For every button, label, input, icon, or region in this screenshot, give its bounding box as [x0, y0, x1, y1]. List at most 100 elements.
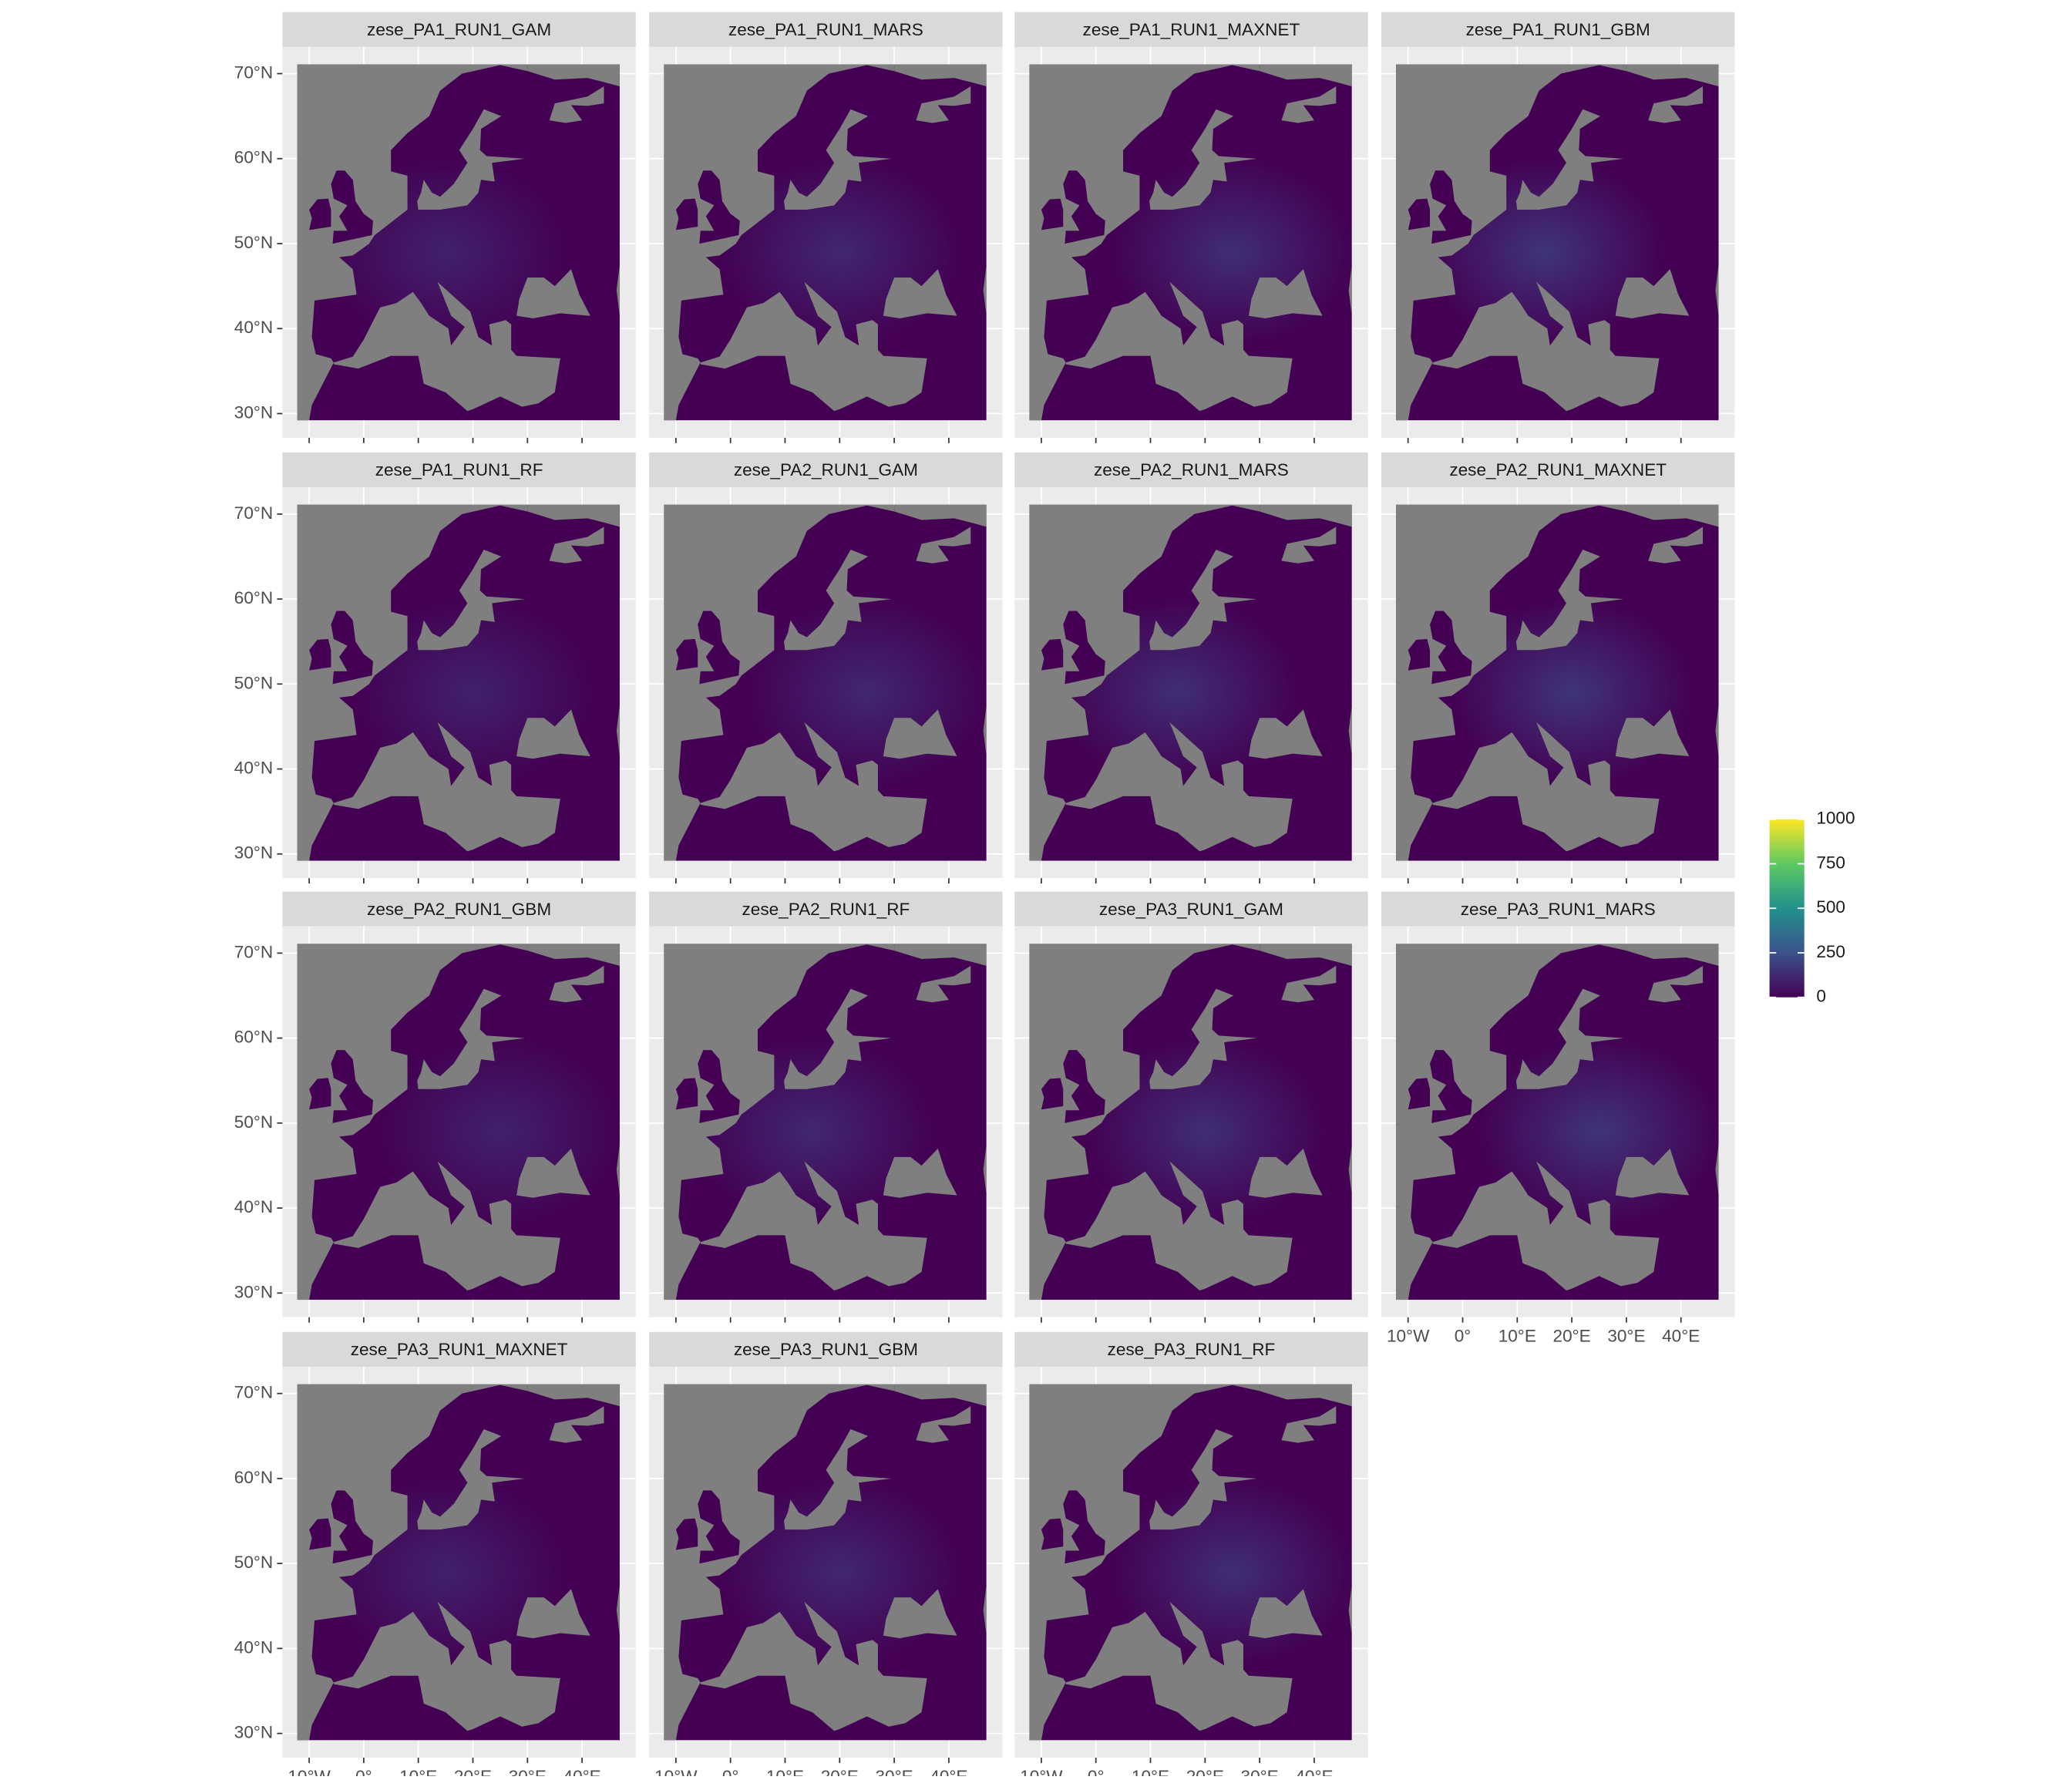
y-tick-label: 50°N: [234, 1112, 273, 1132]
land: [675, 1078, 698, 1110]
sea: [1515, 550, 1624, 651]
land: [1408, 638, 1431, 671]
sea: [1648, 86, 1704, 123]
sea: [916, 86, 971, 123]
sea: [784, 109, 892, 210]
y-tick-label: 70°N: [234, 1383, 273, 1402]
strip: [1014, 452, 1368, 488]
facet-panel: zese_PA1_RUN1_GAM 30°N 40°N 50°N 60°N 70°N: [234, 12, 636, 443]
y-tick-label: 60°N: [234, 1028, 273, 1047]
sea: [527, 504, 620, 527]
x-tick-label: 10°W: [1020, 1767, 1063, 1776]
map: [664, 1384, 987, 1741]
legend-label: 1000: [1816, 809, 1855, 828]
land: [1041, 1078, 1064, 1110]
land: [309, 198, 331, 230]
legend-label: 500: [1816, 897, 1845, 917]
sea: [549, 1406, 604, 1443]
facet-panel: zese_PA2_RUN1_GAM: [649, 452, 1003, 884]
facet-panel: zese_PA3_RUN1_GBM 10°W 0° 10°E 20°E 30°E 40°E: [649, 1331, 1003, 1780]
sea: [1248, 1148, 1323, 1198]
facet-panel: zese_PA2_RUN1_MARS: [1014, 452, 1368, 884]
strip: [1381, 12, 1735, 47]
sea: [1149, 109, 1257, 210]
sea: [1348, 1584, 1352, 1636]
facet-panel: zese_PA1_RUN1_RF 30°N 40°N 50°N 60°N 70°N: [234, 452, 636, 884]
facet-panel: zese_PA3_RUN1_GAM: [1014, 891, 1368, 1323]
strip-title: zese_PA2_RUN1_RF: [742, 900, 910, 919]
sea: [1515, 109, 1624, 210]
sea: [664, 504, 895, 861]
strip: [282, 1331, 636, 1367]
sea: [1248, 1589, 1323, 1639]
x-tick-label: 20°E: [821, 1767, 859, 1776]
sea: [883, 1148, 957, 1198]
y-tick-label: 50°N: [234, 673, 273, 692]
sea: [549, 527, 604, 564]
sea: [417, 1428, 525, 1530]
sea: [883, 1589, 957, 1639]
x-tick-label: 10°W: [288, 1767, 331, 1776]
strip: [649, 452, 1003, 488]
x-tick-label: 40°E: [563, 1767, 601, 1776]
legend-label: 750: [1816, 853, 1845, 872]
sea: [333, 722, 560, 852]
x-tick-label: 0°: [355, 1767, 372, 1776]
sea: [1396, 504, 1626, 861]
sea: [894, 944, 987, 966]
sea: [1348, 264, 1352, 316]
land: [1408, 1078, 1431, 1110]
map: [1029, 1384, 1352, 1741]
sea: [983, 1584, 987, 1636]
strip-title: zese_PA3_RUN1_RF: [1108, 1340, 1276, 1359]
sea: [1281, 965, 1337, 1003]
x-tick-label: 20°E: [1553, 1327, 1591, 1346]
map: [297, 944, 620, 1301]
land: [1430, 1050, 1472, 1123]
sea: [1626, 944, 1719, 966]
land: [309, 1078, 331, 1110]
sea: [1626, 504, 1719, 527]
x-tick-label: 10°E: [1132, 1767, 1169, 1776]
sea: [516, 1589, 590, 1639]
land: [1063, 170, 1105, 244]
sea: [1248, 269, 1323, 318]
map: [664, 944, 987, 1301]
sea: [700, 722, 927, 852]
facet-panel: zese_PA1_RUN1_GBM: [1381, 12, 1735, 443]
land: [698, 170, 740, 244]
sea: [1248, 709, 1323, 759]
sea: [784, 550, 892, 651]
land: [331, 611, 373, 685]
facet-panel: zese_PA3_RUN1_RF 10°W 0° 10°E 20°E 30°E 40°E: [1014, 1331, 1368, 1780]
sea: [700, 1161, 927, 1290]
strip: [282, 891, 636, 927]
sea: [983, 264, 987, 316]
strip: [649, 891, 1003, 927]
land: [698, 1050, 740, 1123]
land: [331, 170, 373, 244]
sea: [1615, 269, 1690, 318]
y-tick-label: 50°N: [234, 233, 273, 252]
x-tick-label: 10°E: [1498, 1327, 1536, 1346]
y-tick-label: 60°N: [234, 1468, 273, 1487]
sea: [417, 550, 525, 651]
y-tick-label: 40°N: [234, 318, 273, 337]
map: [1029, 64, 1352, 421]
sea: [1149, 988, 1257, 1089]
strip-title: zese_PA2_RUN1_MAXNET: [1449, 460, 1667, 479]
land: [331, 1050, 373, 1123]
sea: [516, 709, 590, 759]
sea: [883, 709, 957, 759]
sea: [983, 705, 987, 756]
sea: [549, 86, 604, 123]
y-tick-label: 30°N: [234, 1282, 273, 1301]
land: [331, 1490, 373, 1564]
sea: [700, 1601, 927, 1731]
sea: [664, 944, 895, 1301]
map: [297, 64, 620, 421]
x-tick-label: 10°E: [766, 1767, 804, 1776]
strip-title: zese_PA1_RUN1_GAM: [367, 20, 551, 39]
x-tick-label: 0°: [722, 1767, 739, 1776]
y-tick-label: 70°N: [234, 62, 273, 82]
